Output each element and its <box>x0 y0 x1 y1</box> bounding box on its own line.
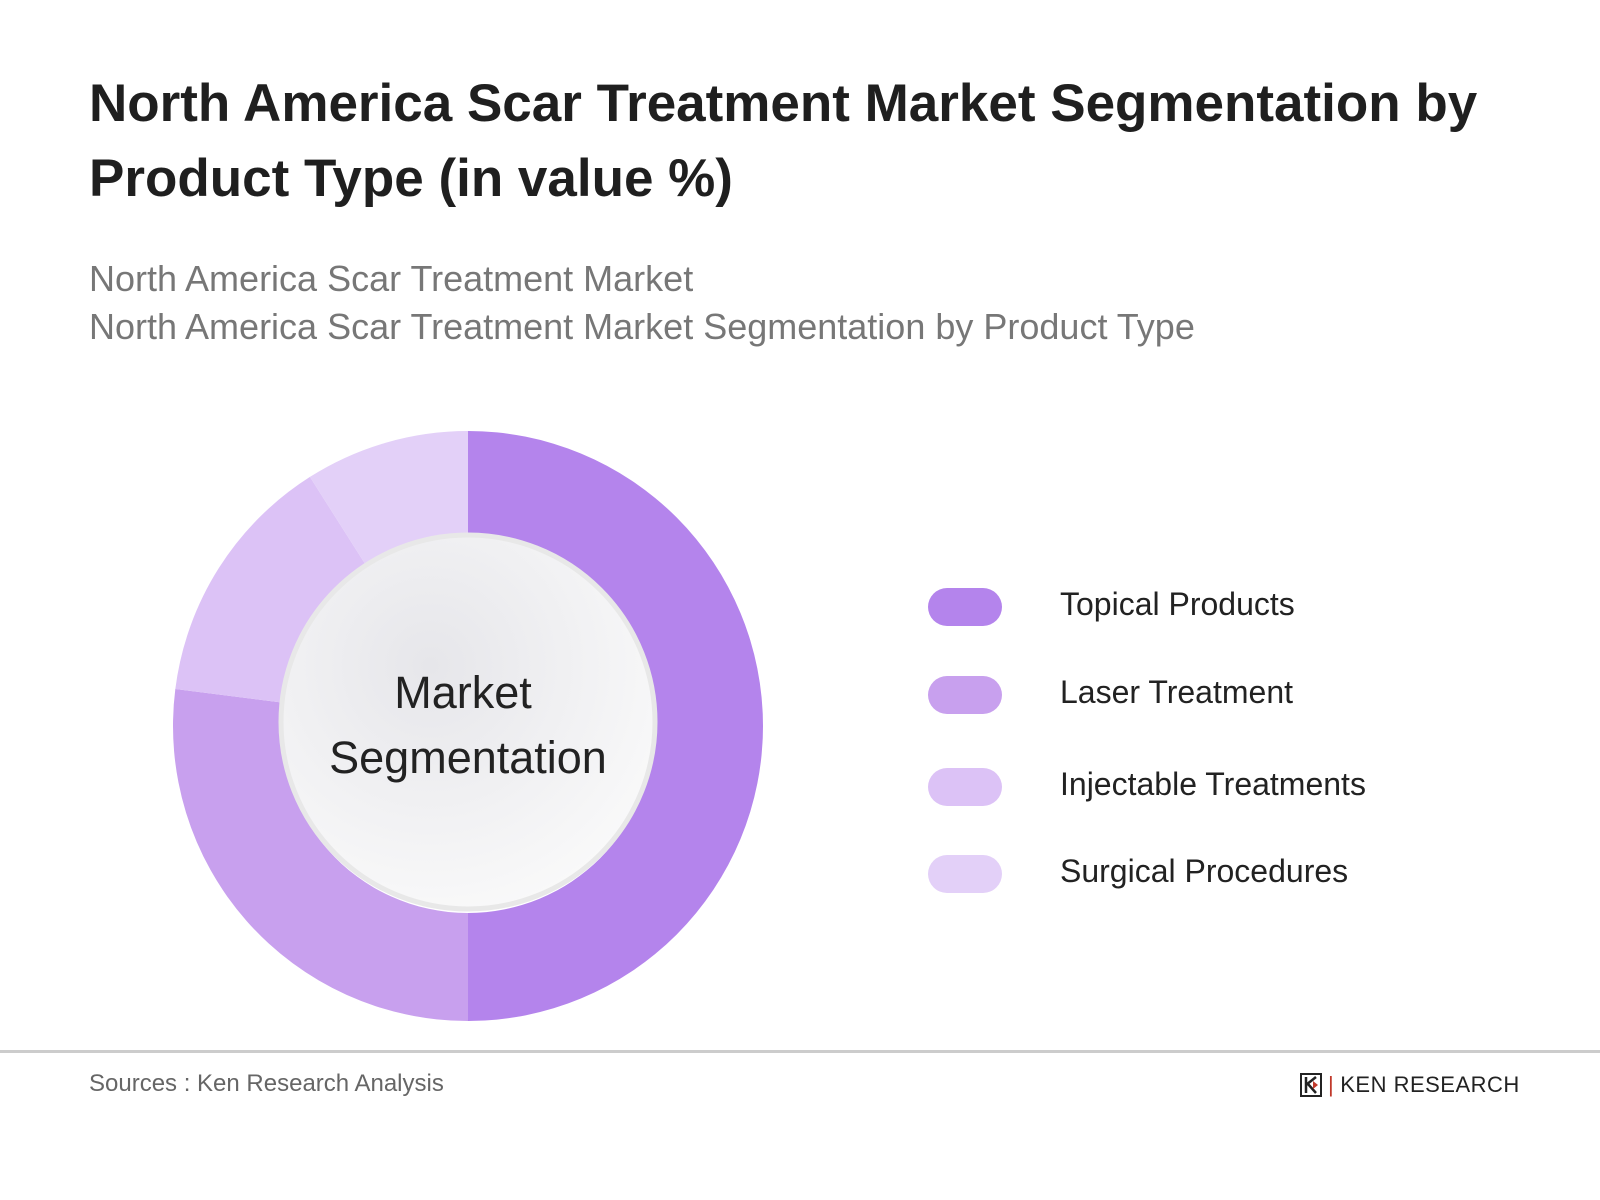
legend-swatch <box>928 676 1002 714</box>
legend-label: Topical Products <box>1060 586 1295 622</box>
slice-topical-products <box>468 431 763 1021</box>
legend-swatch <box>928 768 1002 806</box>
slice-laser-treatment <box>172 689 468 1021</box>
donut-center <box>278 532 658 912</box>
legend-label: Injectable Treatments <box>1060 766 1366 802</box>
center-label-line-2: Segmentation <box>329 732 607 783</box>
legend-swatch <box>928 855 1002 893</box>
chart-title: North America Scar Treatment Market Segm… <box>89 74 1478 208</box>
footer-divider <box>0 1050 1600 1053</box>
slice-injectable-treatments <box>175 476 368 703</box>
ken-research-logo: | KEN RESEARCH <box>1300 1072 1520 1098</box>
ken-logo-icon <box>1300 1073 1322 1097</box>
legend-swatch <box>928 588 1002 626</box>
subtitle-segmentation: North America Scar Treatment Market Segm… <box>89 306 1195 347</box>
source-note: Sources : Ken Research Analysis <box>89 1070 444 1097</box>
center-label-line-1: Market <box>394 667 532 718</box>
slice-surgical-procedures <box>309 431 468 569</box>
subtitle-market: North America Scar Treatment Market <box>89 258 694 299</box>
logo-text: KEN RESEARCH <box>1340 1072 1520 1097</box>
legend-label: Laser Treatment <box>1060 674 1293 710</box>
legend-label: Surgical Procedures <box>1060 853 1349 889</box>
